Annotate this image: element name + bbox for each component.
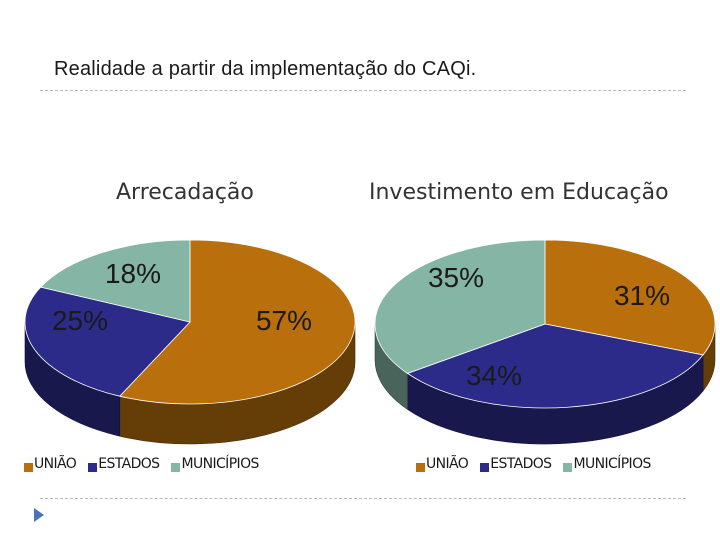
legend-arrecadacao: UNIÃO ESTADOS MUNICÍPIOS [24,456,271,472]
legend-swatch-municipios [563,463,573,472]
data-label-municipios: 35% [428,262,484,293]
legend-item-estados: ESTADOS [480,456,552,472]
pie-slice-uniao [544,239,716,356]
legend-label-estados: ESTADOS [98,456,160,472]
pie-slice-uniao [118,239,356,405]
legend-swatch-municipios [171,463,181,472]
data-label-uniao: 57% [256,305,312,336]
legend-item-municipios: MUNICÍPIOS [563,456,651,472]
slide-title: Realidade a partir da implementação do C… [54,58,477,80]
legend-item-uniao: UNIÃO [24,456,77,472]
pie-slice-municipios [39,239,191,323]
legend-item-estados: ESTADOS [88,456,160,472]
slide-nav-arrow-icon[interactable] [34,508,44,522]
chart-title-investimento: Investimento em Educação [369,180,669,205]
legend-label-estados: ESTADOS [490,456,552,472]
pie-chart-0: 57% 25% 18% [24,239,356,445]
footer-divider [40,498,686,499]
legend-label-uniao: UNIÃO [426,456,469,472]
legend-label-uniao: UNIÃO [34,456,77,472]
pie-chart-1: 31% 34% 35% [374,239,716,445]
legend-swatch-estados [480,463,490,472]
title-divider [40,90,686,91]
pie-slice-estados [406,323,704,409]
legend-item-uniao: UNIÃO [416,456,469,472]
legend-label-municipios: MUNICÍPIOS [573,456,651,472]
data-label-municipios: 18% [105,258,161,289]
data-label-estados: 34% [466,360,522,391]
legend-label-municipios: MUNICÍPIOS [181,456,259,472]
legend-swatch-uniao [416,463,425,472]
legend-swatch-uniao [24,463,33,472]
legend-swatch-estados [88,463,98,472]
data-label-uniao: 31% [614,280,670,311]
pie-slice-estados [24,286,191,397]
data-label-estados: 25% [52,305,108,336]
pie-slice-municipios [374,239,546,374]
legend-investimento: UNIÃO ESTADOS MUNICÍPIOS [416,456,663,472]
chart-title-arrecadacao: Arrecadação [116,180,254,205]
legend-item-municipios: MUNICÍPIOS [171,456,259,472]
